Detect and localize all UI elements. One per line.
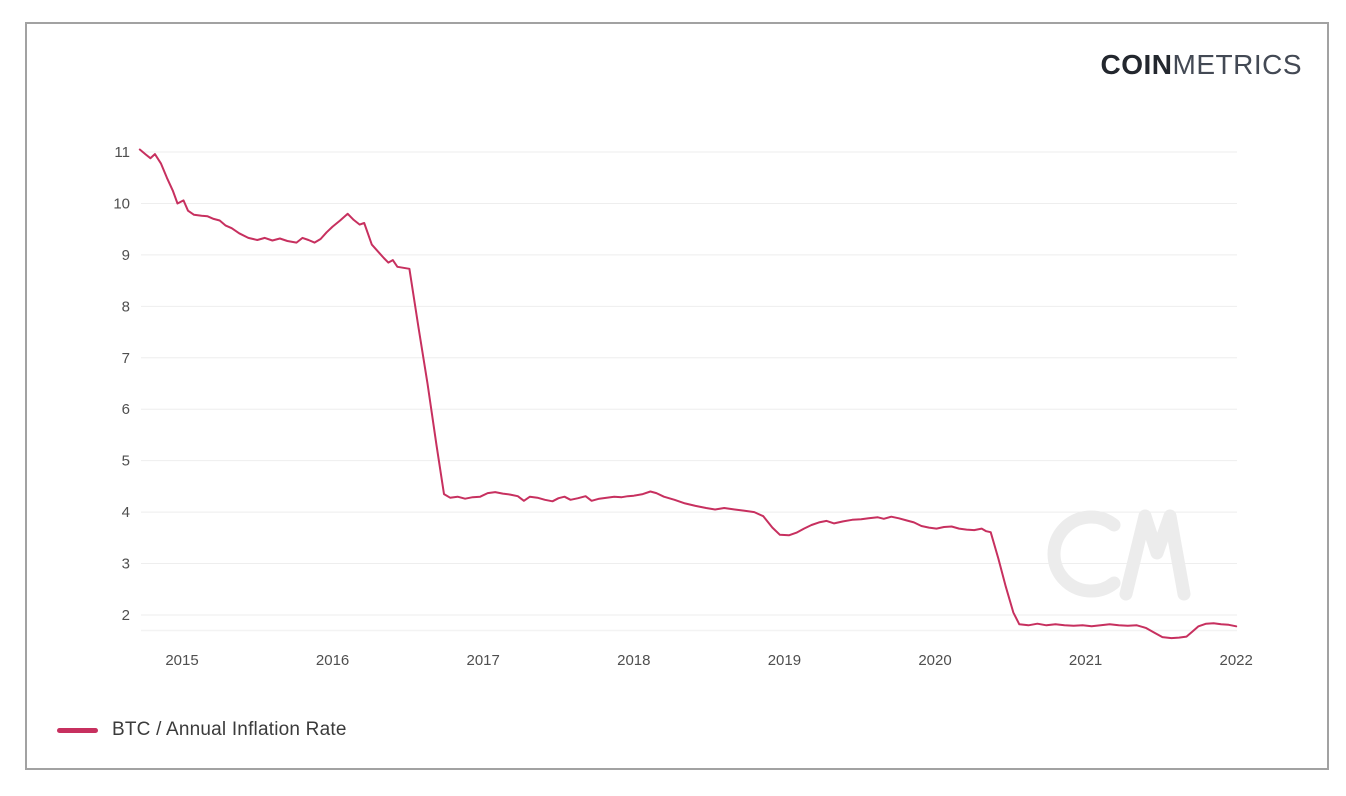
y-tick-label: 2 (122, 607, 130, 624)
y-axis-labels: 2 3 4 5 6 7 8 9 10 11 (113, 144, 130, 624)
y-tick-label: 7 (122, 350, 130, 367)
y-tick-label: 4 (122, 504, 130, 521)
y-tick-label: 8 (122, 298, 130, 315)
x-tick-label: 2022 (1220, 652, 1253, 669)
coinmetrics-logo: COINMETRICS (1101, 49, 1303, 81)
gridlines (141, 151, 1237, 616)
logo-coin-text: COIN (1100, 49, 1173, 80)
legend-label: BTC / Annual Inflation Rate (112, 719, 347, 740)
logo-metrics-text: METRICS (1172, 49, 1302, 80)
legend-item-btc-inflation[interactable]: BTC / Annual Inflation Rate (57, 719, 347, 741)
y-tick-label: 6 (122, 401, 130, 418)
chart-legend: BTC / Annual Inflation Rate (57, 719, 347, 741)
x-tick-label: 2017 (467, 652, 500, 669)
y-tick-label: 11 (114, 144, 130, 161)
cm-watermark-icon (1047, 509, 1191, 601)
y-tick-label: 5 (122, 453, 130, 470)
chart-frame (25, 22, 1329, 770)
series-line-btc-inflation[interactable] (138, 148, 1238, 640)
x-tick-label: 2015 (165, 652, 198, 669)
series-lines[interactable] (138, 148, 1238, 640)
x-tick-label: 2021 (1069, 652, 1102, 669)
x-axis-labels: 2015 2016 2017 2018 2019 2020 2021 2022 (165, 652, 1253, 669)
legend-line-swatch (57, 727, 98, 733)
x-tick-label: 2018 (617, 652, 650, 669)
y-tick-label: 9 (122, 247, 130, 264)
x-tick-label: 2019 (768, 652, 801, 669)
y-tick-label: 10 (113, 195, 130, 212)
x-tick-label: 2020 (918, 652, 951, 669)
y-tick-label: 3 (122, 556, 130, 573)
x-tick-label: 2016 (316, 652, 349, 669)
